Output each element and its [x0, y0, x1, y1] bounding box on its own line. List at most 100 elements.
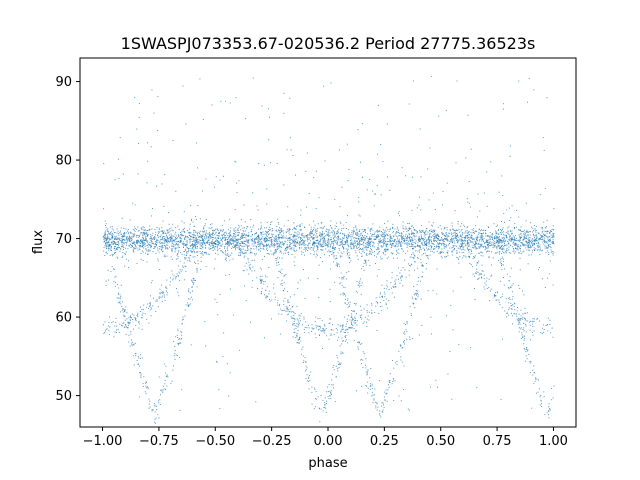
data-point: [317, 246, 319, 248]
data-point: [502, 241, 504, 243]
data-point: [430, 239, 432, 241]
data-point: [207, 237, 209, 239]
data-point: [541, 230, 543, 232]
data-point: [506, 209, 508, 211]
data-point: [512, 304, 514, 306]
data-point: [302, 240, 304, 242]
data-point: [522, 244, 524, 246]
data-point: [209, 242, 211, 244]
data-point: [308, 376, 310, 378]
data-point: [545, 230, 547, 232]
data-point: [337, 367, 339, 369]
data-point: [520, 253, 522, 254]
data-point: [376, 234, 378, 236]
data-point: [309, 242, 311, 244]
data-point: [412, 302, 414, 304]
data-point: [503, 268, 505, 270]
data-point: [241, 246, 243, 248]
data-point: [247, 246, 249, 247]
data-point: [310, 228, 312, 230]
data-point: [438, 243, 440, 245]
data-point: [147, 253, 149, 255]
data-point: [463, 243, 465, 245]
data-point: [351, 309, 353, 311]
data-point: [530, 246, 532, 248]
data-point: [114, 239, 116, 240]
data-point: [217, 253, 219, 255]
data-point: [486, 205, 488, 207]
data-point: [337, 239, 339, 241]
data-point: [144, 232, 146, 234]
data-point: [132, 344, 134, 346]
data-point: [468, 238, 470, 240]
data-point: [303, 241, 305, 243]
data-point: [531, 249, 533, 251]
data-point: [254, 245, 256, 247]
data-point: [239, 243, 241, 245]
data-point: [137, 241, 139, 243]
data-point: [321, 245, 323, 247]
data-point: [298, 342, 300, 344]
data-point: [132, 250, 134, 252]
data-point: [412, 232, 414, 234]
data-point: [276, 264, 278, 266]
data-point: [133, 242, 135, 244]
data-point: [235, 244, 237, 246]
data-point: [414, 246, 416, 248]
data-point: [522, 239, 524, 241]
data-point: [437, 239, 439, 241]
data-point: [202, 237, 204, 239]
data-point: [273, 254, 274, 256]
data-point: [258, 249, 260, 251]
data-point: [123, 239, 125, 241]
data-point: [330, 220, 332, 222]
data-point: [305, 247, 307, 249]
data-point: [300, 214, 302, 216]
data-point: [318, 243, 319, 245]
data-point: [348, 257, 350, 259]
data-point: [430, 231, 432, 233]
data-point: [124, 240, 126, 242]
data-point: [452, 242, 454, 244]
data-point: [511, 233, 513, 235]
data-point: [121, 246, 123, 248]
data-point: [283, 290, 285, 291]
data-point: [114, 276, 116, 278]
data-point: [204, 236, 206, 238]
data-point: [115, 282, 117, 283]
data-point: [451, 239, 453, 241]
data-point: [404, 333, 406, 335]
data-point: [177, 247, 179, 249]
data-point: [199, 230, 201, 232]
data-point: [451, 247, 453, 249]
data-point: [529, 234, 531, 236]
data-point: [518, 323, 520, 325]
data-point: [177, 258, 179, 260]
data-point: [339, 345, 341, 347]
data-point: [184, 248, 186, 250]
data-point: [511, 237, 513, 239]
data-point: [407, 237, 409, 239]
data-point: [113, 268, 115, 270]
data-point: [329, 301, 331, 303]
data-point: [287, 206, 289, 208]
data-point: [366, 242, 368, 243]
data-point: [310, 233, 312, 235]
data-point: [112, 254, 114, 256]
data-point: [541, 236, 543, 238]
data-point: [191, 286, 193, 288]
data-point: [256, 246, 258, 248]
data-point: [518, 245, 520, 247]
data-point: [312, 237, 314, 239]
data-point: [196, 233, 198, 235]
data-point: [421, 230, 423, 232]
data-point: [334, 235, 336, 237]
data-point: [534, 230, 536, 232]
data-point: [418, 236, 420, 238]
data-point: [132, 341, 134, 343]
data-point: [369, 236, 371, 238]
data-point: [137, 356, 139, 358]
data-point: [381, 235, 382, 237]
data-point: [509, 297, 511, 299]
data-point: [539, 234, 541, 236]
